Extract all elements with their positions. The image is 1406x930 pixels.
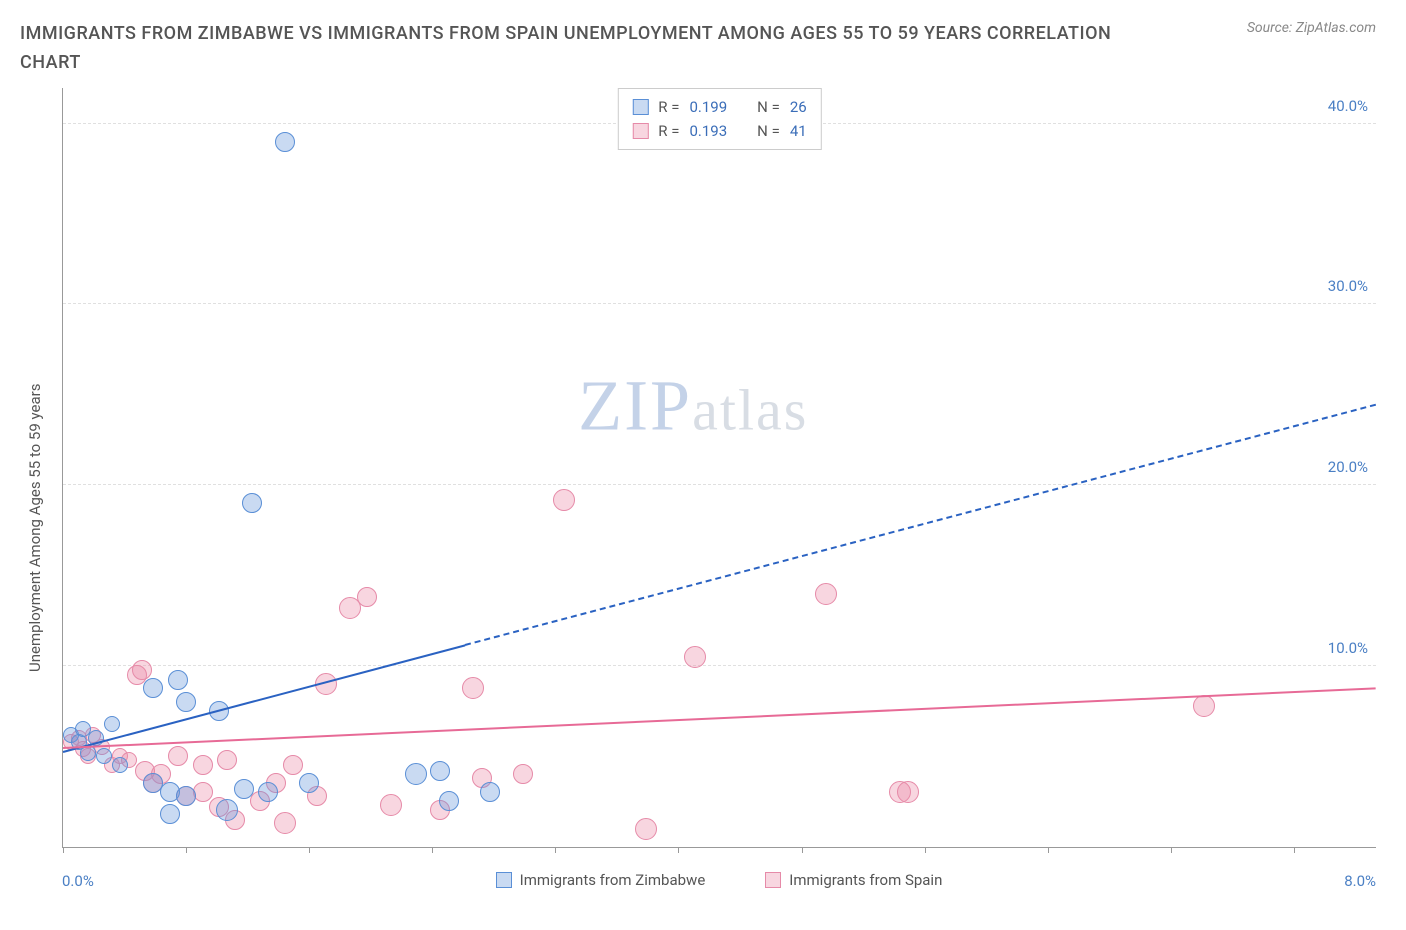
legend-label: Immigrants from Spain — [789, 871, 942, 889]
chart-title: IMMIGRANTS FROM ZIMBABWE VS IMMIGRANTS F… — [20, 20, 1120, 78]
data-point — [242, 493, 262, 513]
data-point — [176, 786, 196, 806]
n-label: N = — [757, 95, 780, 119]
r-label: R = — [658, 95, 679, 119]
legend-swatch-icon — [632, 99, 648, 115]
data-point — [684, 646, 706, 668]
data-point — [815, 583, 837, 605]
data-point — [168, 670, 188, 690]
data-point — [897, 781, 919, 803]
x-min-label: 0.0% — [62, 872, 94, 890]
data-point — [405, 763, 427, 785]
data-point — [430, 761, 450, 781]
data-point — [193, 755, 213, 775]
stats-row: R = 0.199 N = 26 — [632, 95, 806, 119]
data-point — [168, 746, 188, 766]
data-point — [275, 132, 295, 152]
data-point — [513, 764, 533, 784]
data-point — [283, 755, 303, 775]
data-point — [132, 660, 152, 680]
r-value: 0.199 — [689, 95, 727, 119]
stats-row: R = 0.193 N = 41 — [632, 119, 806, 143]
gridline — [63, 303, 1376, 304]
n-value: 41 — [790, 119, 807, 143]
chart-wrap: Unemployment Among Ages 55 to 59 years Z… — [20, 88, 1376, 908]
data-point — [274, 812, 296, 834]
plot-area: ZIPatlas R = 0.199 N = 26 R = 0.193 N = 41 10.0… — [62, 88, 1376, 848]
n-label: N = — [757, 119, 780, 143]
data-point — [160, 804, 180, 824]
y-tick-label: 10.0% — [1328, 639, 1368, 657]
y-tick-label: 20.0% — [1328, 458, 1368, 476]
legend-bottom: Immigrants from Zimbabwe Immigrants from … — [496, 871, 943, 889]
data-point — [217, 750, 237, 770]
header: IMMIGRANTS FROM ZIMBABWE VS IMMIGRANTS F… — [20, 20, 1376, 78]
legend-item: Immigrants from Zimbabwe — [496, 871, 706, 889]
y-tick-label: 40.0% — [1328, 97, 1368, 115]
data-point — [234, 779, 254, 799]
r-label: R = — [658, 119, 679, 143]
data-point — [553, 489, 575, 511]
watermark: ZIPatlas — [578, 365, 808, 448]
legend-swatch-icon — [496, 872, 512, 888]
x-axis-row: 0.0% Immigrants from ZimbabweImmigrants … — [62, 853, 1376, 908]
data-point — [357, 587, 377, 607]
r-value: 0.193 — [689, 119, 727, 143]
gridline — [63, 484, 1376, 485]
data-point — [258, 782, 278, 802]
data-point — [104, 716, 120, 732]
data-point — [96, 748, 112, 764]
data-point — [635, 818, 657, 840]
gridline — [63, 665, 1376, 666]
data-point — [176, 692, 196, 712]
legend-swatch-icon — [632, 123, 648, 139]
legend-swatch-icon — [765, 872, 781, 888]
data-point — [299, 773, 319, 793]
data-point — [1193, 695, 1215, 717]
data-point — [380, 794, 402, 816]
trend-line — [63, 644, 466, 753]
data-point — [216, 799, 238, 821]
data-point — [462, 677, 484, 699]
stats-box: R = 0.199 N = 26 R = 0.193 N = 41 — [617, 88, 821, 150]
x-max-label: 8.0% — [1344, 872, 1376, 890]
data-point — [112, 757, 128, 773]
watermark-zip: ZIP — [578, 366, 692, 446]
data-point — [143, 678, 163, 698]
data-point — [439, 791, 459, 811]
plot-zone: ZIPatlas R = 0.199 N = 26 R = 0.193 N = 41 10.0… — [62, 88, 1376, 908]
trend-line — [63, 688, 1376, 750]
source-label: Source: ZipAtlas.com — [1247, 20, 1376, 36]
n-value: 26 — [790, 95, 807, 119]
y-tick-label: 30.0% — [1328, 277, 1368, 295]
data-point — [480, 782, 500, 802]
y-axis-label: Unemployment Among Ages 55 to 59 years — [20, 88, 50, 908]
watermark-atlas: atlas — [692, 378, 808, 443]
legend-item: Immigrants from Spain — [765, 871, 942, 889]
legend-label: Immigrants from Zimbabwe — [520, 871, 706, 889]
